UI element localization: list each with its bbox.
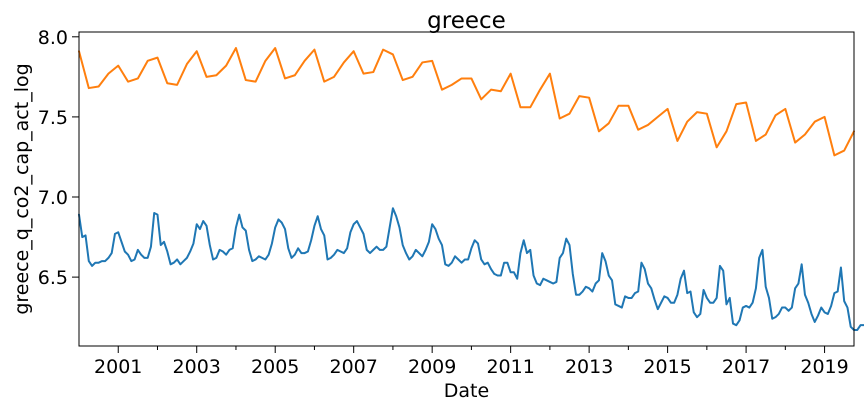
x-tick-label: 2013	[565, 356, 613, 378]
x-tick-label: 2005	[251, 356, 299, 378]
chart-title: greece	[427, 8, 506, 34]
x-tick-label: 2017	[722, 356, 770, 378]
y-tick-label: 6.5	[38, 267, 68, 289]
plot-frame	[78, 31, 855, 347]
x-tick-label: 2003	[173, 356, 221, 378]
y-axis-label: greece_q_co2_cap_act_log	[11, 63, 33, 314]
x-axis-label: Date	[444, 380, 489, 402]
series-layer	[78, 47, 864, 331]
y-axis: 6.5 7.0 7.5 8.0	[38, 27, 79, 289]
x-axis: 2001 2003 2005 2007 2009 2011 2013 2015 2017 2019	[94, 346, 849, 378]
x-tick-label: 2001	[94, 356, 142, 378]
y-tick-label: 7.5	[38, 107, 68, 129]
series-line-1	[78, 47, 855, 157]
x-tick-label: 2009	[408, 356, 456, 378]
x-tick-label: 2007	[330, 356, 378, 378]
y-tick-label: 8.0	[38, 27, 68, 49]
x-tick-label: 2019	[800, 356, 848, 378]
y-tick-label: 7.0	[38, 187, 68, 209]
series-line-2	[78, 207, 864, 331]
x-tick-label: 2011	[486, 356, 534, 378]
x-tick-label: 2015	[643, 356, 691, 378]
